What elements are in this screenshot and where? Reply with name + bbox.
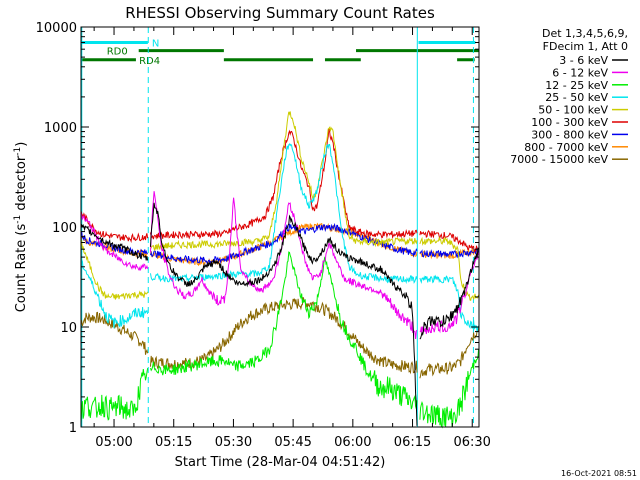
legend-header-1: FDecim 1, Att 0 xyxy=(543,40,628,53)
x-tick-label-1: 05:15 xyxy=(155,435,192,450)
legend-label-6: 300 - 800 keV xyxy=(531,128,608,141)
y-axis: 1 10 100 1000 10000 xyxy=(36,21,479,436)
legend-label-2: 12 - 25 keV xyxy=(545,79,608,92)
x-axis: 05:00 05:15 05:30 05:45 06:00 06:15 06:30 xyxy=(93,27,491,450)
series-line-4 xyxy=(80,111,480,301)
x-tick-label-2: 05:30 xyxy=(215,435,252,450)
legend-label-5: 100 - 300 keV xyxy=(531,116,608,129)
y-tick-label-0: 1 xyxy=(69,421,77,436)
legend-label-7: 800 - 7000 keV xyxy=(524,141,608,154)
legend-label-3: 25 - 50 keV xyxy=(545,91,608,104)
y-tick-label-1: 10 xyxy=(60,321,77,336)
flag-label-rd4: RD4 xyxy=(139,56,160,67)
series-lines xyxy=(80,111,480,429)
series-line-2 xyxy=(80,251,480,429)
y-axis-label: Count Rate (s-1 detector-1) xyxy=(13,142,29,313)
flag-label-rd0: RD0 xyxy=(107,47,128,58)
legend-label-0: 3 - 6 keV xyxy=(559,54,608,67)
y-tick-label-4: 10000 xyxy=(36,21,77,36)
plot-frame xyxy=(80,26,480,428)
series-line-7 xyxy=(80,222,480,267)
legend-label-4: 50 - 100 keV xyxy=(538,104,608,117)
series-line-0 xyxy=(80,202,480,426)
series-line-5 xyxy=(80,128,479,254)
series-line-8 xyxy=(80,297,480,379)
x-tick-label-3: 05:45 xyxy=(274,435,311,450)
legend-label-1: 6 - 12 keV xyxy=(552,66,608,79)
x-tick-label-4: 06:00 xyxy=(334,435,371,450)
chart-title: RHESSI Observing Summary Count Rates xyxy=(125,4,435,22)
flag-bars: N RD0 RD4 xyxy=(81,38,479,67)
y-tick-label-3: 1000 xyxy=(44,121,77,136)
flag-label-n: N xyxy=(152,38,159,49)
legend: Det 1,3,4,5,6,9,FDecim 1, Att 03 - 6 keV… xyxy=(510,27,628,166)
x-tick-label-5: 06:15 xyxy=(394,435,431,450)
legend-header-0: Det 1,3,4,5,6,9, xyxy=(542,27,628,40)
x-tick-label-0: 05:00 xyxy=(95,435,132,450)
legend-label-8: 7000 - 15000 keV xyxy=(510,153,608,166)
y-tick-label-2: 100 xyxy=(52,221,77,236)
footer-timestamp: 16-Oct-2021 08:51 xyxy=(561,469,637,478)
x-tick-label-6: 06:30 xyxy=(453,435,490,450)
x-axis-label: Start Time (28-Mar-04 04:51:42) xyxy=(175,455,386,470)
